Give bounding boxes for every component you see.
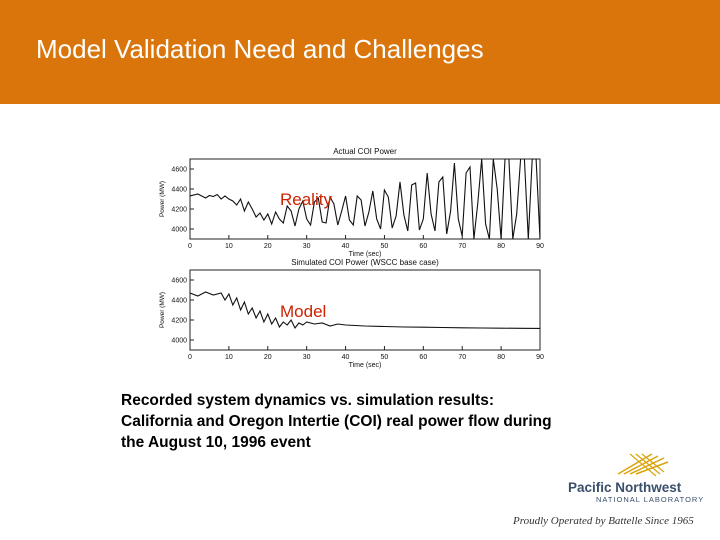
logo-name: Pacific Northwest (568, 480, 682, 495)
x-tick-label: 70 (458, 243, 466, 250)
x-tick-label: 30 (303, 354, 311, 361)
x-tick-label: 80 (497, 243, 505, 250)
y-tick-label: 4600 (171, 167, 187, 174)
y-tick-label: 4600 (171, 278, 187, 285)
y-axis-label: Power (MW) (159, 181, 166, 217)
x-tick-label: 60 (419, 354, 427, 361)
series-line (190, 159, 540, 239)
coi-power-figure: Actual COI Power 4000 4200 4400 4600 0 10 20 30 4… (159, 147, 544, 369)
chart-title: Actual COI Power (333, 147, 397, 156)
x-tick-label: 0 (188, 354, 192, 361)
chart-annotation: Reality (280, 190, 332, 209)
slide-title: Model Validation Need and Challenges (36, 34, 484, 64)
x-tick-label: 40 (342, 354, 350, 361)
y-tick-label: 4200 (171, 207, 187, 214)
chart-title: Simulated COI Power (WSCC base case) (291, 258, 439, 267)
simulated-coi-power-chart: Simulated COI Power (WSCC base case) 4000… (159, 258, 544, 369)
title-bar: Model Validation Need and Challenges (0, 0, 720, 104)
x-tick-label: 80 (497, 354, 505, 361)
pnnl-logo: Pacific Northwest NATIONAL LABORATORY Pr… (513, 448, 720, 540)
x-axis-label: Time (sec) (349, 362, 382, 369)
plot-frame (189, 158, 541, 240)
y-tick-label: 4000 (171, 227, 187, 234)
plot-frame (189, 269, 541, 351)
y-tick-label: 4000 (171, 338, 187, 345)
caption-line: Recorded system dynamics vs. simulation … (121, 392, 494, 409)
x-tick-label: 30 (303, 243, 311, 250)
x-tick-label: 70 (458, 354, 466, 361)
x-tick-label: 90 (536, 354, 544, 361)
y-axis-label: Power (MW) (159, 292, 166, 328)
x-tick-label: 0 (188, 243, 192, 250)
y-tick-label: 4400 (171, 298, 187, 305)
caption-line: California and Oregon Intertie (COI) rea… (121, 413, 552, 430)
x-axis-label: Time (sec) (349, 251, 382, 258)
x-tick-label: 10 (225, 354, 233, 361)
figure-caption: Recorded system dynamics vs. simulation … (121, 390, 641, 453)
x-tick-label: 20 (264, 354, 272, 361)
caption-line: the August 10, 1996 event (121, 434, 311, 451)
x-tick-label: 90 (536, 243, 544, 250)
logo-lab: NATIONAL LABORATORY (596, 495, 705, 504)
logo-tagline: Proudly Operated by Battelle Since 1965 (513, 515, 694, 527)
x-tick-label: 10 (225, 243, 233, 250)
x-tick-label: 50 (381, 354, 389, 361)
pnnl-logo-mark (617, 453, 669, 477)
actual-coi-power-chart: Actual COI Power 4000 4200 4400 4600 0 10 20 30 4… (159, 147, 544, 258)
x-tick-label: 20 (264, 243, 272, 250)
x-tick-label: 60 (419, 243, 427, 250)
chart-annotation: Model (280, 302, 326, 321)
x-tick-label: 40 (342, 243, 350, 250)
y-tick-label: 4200 (171, 318, 187, 325)
x-tick-label: 50 (381, 243, 389, 250)
series-line (190, 291, 540, 330)
y-tick-label: 4400 (171, 187, 187, 194)
